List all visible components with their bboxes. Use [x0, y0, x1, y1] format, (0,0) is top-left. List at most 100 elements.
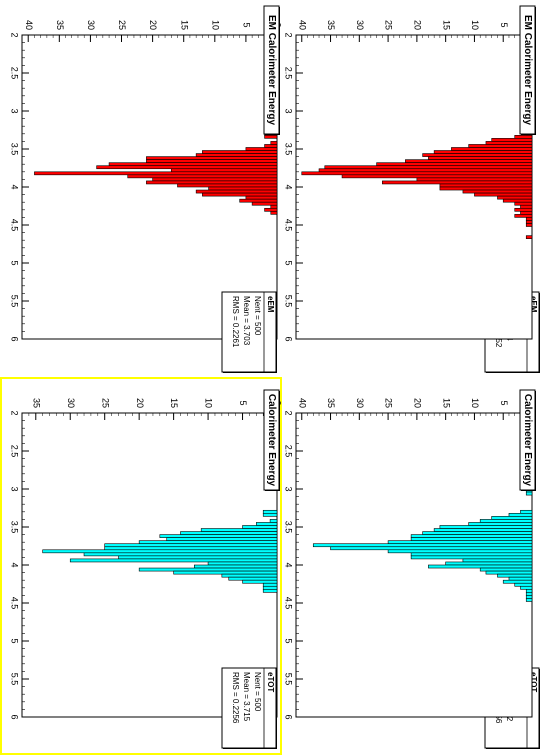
histogram-bar	[514, 135, 533, 139]
histogram-panel-4[interactable]: 22.533.544.555.560510152025303540Calorim…	[221, 389, 538, 749]
x-tick-label: 4	[284, 184, 294, 189]
histogram-bar	[514, 207, 533, 212]
y-tick-label: 5	[238, 400, 248, 405]
x-tick-label: 5	[10, 260, 20, 265]
histogram-bar	[410, 537, 533, 541]
histogram-bar	[468, 144, 533, 148]
y-tick-label: 10	[204, 398, 214, 408]
x-tick-label: 5	[284, 260, 294, 265]
title-box	[519, 389, 536, 491]
histogram-bar	[479, 519, 533, 523]
y-tick-label: 25	[100, 398, 110, 408]
histogram-bar	[104, 543, 278, 548]
histogram-bar	[502, 579, 533, 584]
x-tick-label: 2.5	[10, 67, 20, 80]
histogram-bar	[520, 211, 533, 215]
histogram-bar	[96, 165, 278, 170]
histogram-bar	[462, 558, 533, 563]
x-tick-label: 6	[284, 714, 294, 719]
chart-title: Calorimeter Energy	[522, 394, 533, 487]
histogram-bar	[159, 534, 278, 538]
y-tick-label: 15	[169, 398, 179, 408]
y-tick-label: 35	[326, 398, 336, 408]
histogram-bar	[341, 174, 533, 179]
histogram-bar	[262, 589, 278, 593]
histogram-bar	[264, 135, 278, 139]
chart-title: EM Calorimeter Energy	[266, 15, 277, 125]
y-tick-label: 30	[355, 398, 365, 408]
histogram-bar	[422, 531, 533, 535]
histogram-bar	[177, 183, 278, 188]
y-tick-label: 5	[499, 400, 509, 405]
histogram-bar	[485, 141, 533, 145]
histogram-bar	[251, 201, 278, 206]
histogram-bar	[525, 595, 533, 599]
stats-name: eTOT	[266, 672, 275, 692]
histogram-bar	[514, 582, 533, 587]
histogram-bar	[416, 177, 533, 182]
stats-rms: RMS = 0.2256	[231, 672, 240, 724]
histogram-bar	[170, 168, 278, 173]
y-tick-label: 10	[470, 20, 480, 30]
y-tick-label: 20	[413, 398, 423, 408]
y-tick-label: 30	[86, 20, 96, 30]
histogram-bar	[525, 589, 533, 593]
histogram-bar	[208, 186, 278, 191]
x-tick-label: 3	[284, 108, 294, 113]
histogram-bar	[520, 585, 533, 590]
histogram-bar	[410, 555, 533, 560]
histogram-bar	[262, 509, 278, 514]
histogram-bar	[462, 189, 533, 194]
x-tick-label: 2.5	[284, 445, 294, 458]
histogram-bar	[497, 573, 533, 578]
x-tick-label: 4.5	[10, 597, 20, 610]
x-tick-label: 3.5	[284, 143, 294, 156]
y-tick-label: 25	[384, 398, 394, 408]
histogram-bar	[146, 156, 278, 160]
histogram-bar	[264, 207, 278, 212]
histogram-bar	[228, 576, 278, 581]
stats-mean: Mean = 3.703	[242, 296, 251, 346]
histogram-bar	[433, 528, 533, 532]
histogram-bar	[146, 180, 278, 185]
histogram-bar	[195, 189, 278, 194]
histogram-bar	[245, 195, 278, 200]
y-tick-label: 10	[470, 398, 480, 408]
histogram-bar	[242, 579, 278, 584]
x-tick-label: 6	[284, 336, 294, 341]
title-box	[263, 5, 280, 135]
y-tick-label: 40	[297, 398, 307, 408]
x-tick-label: 2.5	[284, 67, 294, 80]
histogram-bar	[502, 198, 533, 203]
histogram-bar	[376, 162, 533, 167]
stats-rms: RMS = 0.2261	[231, 296, 240, 348]
histogram-bar	[245, 147, 278, 151]
stats-entries: Nent = 500	[253, 672, 262, 712]
histogram-bar	[193, 564, 278, 569]
x-tick-label: 4	[10, 184, 20, 189]
histogram-bar	[200, 528, 278, 532]
x-tick-label: 5.5	[284, 295, 294, 308]
histogram-bar	[508, 513, 533, 517]
stats-box	[221, 667, 277, 749]
x-tick-label: 3	[10, 108, 20, 113]
y-tick-label: 40	[24, 20, 34, 30]
y-tick-label: 10	[210, 20, 220, 30]
histogram-bar	[474, 192, 533, 197]
histogram-bar	[468, 522, 533, 526]
x-tick-label: 4	[284, 562, 294, 567]
histogram-bar	[491, 516, 533, 520]
histogram-bar	[451, 147, 533, 151]
histogram-bar	[445, 561, 533, 566]
y-tick-label: 30	[355, 20, 365, 30]
histogram-bar	[166, 537, 278, 541]
histogram-bar	[520, 204, 533, 209]
x-tick-label: 2.5	[10, 445, 20, 458]
y-tick-label: 35	[326, 20, 336, 30]
y-tick-label: 15	[441, 398, 451, 408]
y-tick-label: 30	[66, 398, 76, 408]
histogram-bar	[405, 159, 533, 163]
histogram-bar	[195, 153, 278, 157]
histogram-panel-3[interactable]: 22.533.544.555.560510152025303540EM Calo…	[221, 5, 538, 373]
